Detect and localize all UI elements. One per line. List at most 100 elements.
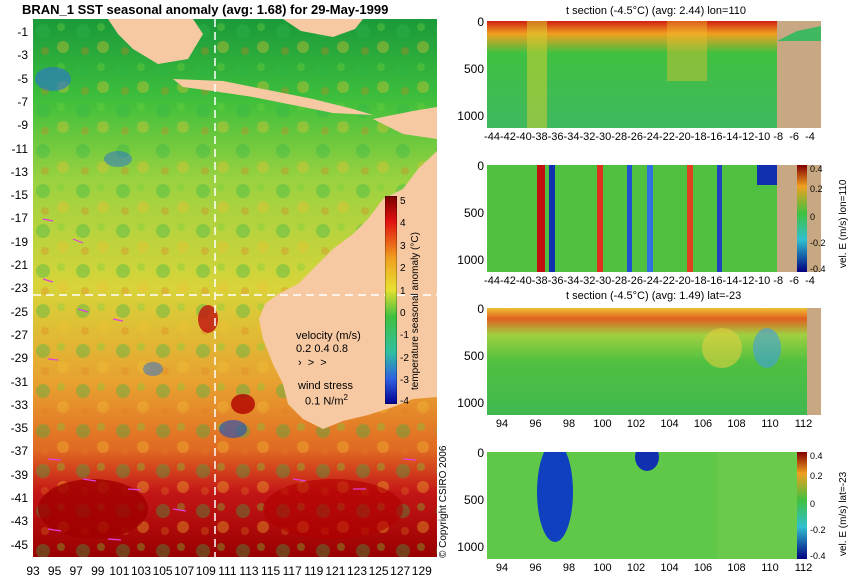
colorbar-tick: -4 <box>400 396 409 407</box>
lat-tick-label: -37 <box>10 444 28 459</box>
section-x-tick-label: -20 <box>674 275 691 287</box>
panel4-colorbar-label: vel. E (m/s) lat=-23 <box>838 471 849 556</box>
lat-tick-label: -7 <box>17 94 28 109</box>
section-x-tick-label: -4 <box>805 131 815 143</box>
colorbar-tick: -2 <box>400 353 409 364</box>
section-x-tick-label: -44 <box>484 275 500 287</box>
section-x-tick-label: -34 <box>563 275 580 287</box>
section-x-tick-label: -42 <box>499 275 516 287</box>
section-x-tick-label: -30 <box>595 275 612 287</box>
section-x-tick-label: 102 <box>626 418 646 430</box>
section-x-tick-label: -36 <box>547 275 564 287</box>
panel3-temp-section-lat-23 <box>487 308 821 415</box>
section-x-tick-label: -16 <box>706 275 723 287</box>
land-java <box>173 79 373 115</box>
section-x-tick-label: 94 <box>495 418 509 430</box>
warm-anomaly-patch <box>263 479 403 539</box>
colorbar-tick: 5 <box>400 196 406 207</box>
section-x-tick-label: -6 <box>789 275 799 287</box>
lon-tick-label: 107 <box>174 564 195 578</box>
lat-tick-label: -19 <box>10 234 28 249</box>
section-x-tick-label: 96 <box>529 418 542 430</box>
lat-tick-label: -35 <box>10 421 28 436</box>
land-borneo <box>283 19 363 37</box>
lon-tick-label: 105 <box>152 564 173 578</box>
colorbar-tick: -0.2 <box>810 525 826 535</box>
section-x-tick-label: -44 <box>484 131 500 143</box>
section-x-tick-label: -24 <box>643 275 659 287</box>
lat-tick-label: -29 <box>10 351 28 366</box>
section-x-tick-label: 98 <box>562 418 576 430</box>
lat-tick-label: -39 <box>10 467 28 482</box>
lat-tick-label: -31 <box>10 374 28 389</box>
lat-tick-label: -5 <box>17 71 28 86</box>
section-x-tick-label: 110 <box>761 418 779 430</box>
lat-tick-label: -45 <box>10 537 28 552</box>
warm-anomaly-patch <box>231 394 255 414</box>
depth-tick-label: 0 <box>477 159 484 173</box>
section-x-tick-label: -30 <box>595 131 612 143</box>
section-x-tick-label: -18 <box>690 275 707 287</box>
warm-anomaly-patch <box>198 305 218 333</box>
section-x-tick-label: -10 <box>754 275 771 287</box>
lat-tick-label: -15 <box>10 188 28 203</box>
lat-tick-label: -25 <box>10 304 28 319</box>
depth-tick-label: 0 <box>477 302 484 316</box>
lon-tick-label: 121 <box>325 564 346 578</box>
colorbar-tick: 0 <box>400 308 406 319</box>
velocity-legend-title: velocity (m/s) <box>296 330 361 342</box>
section-x-tick-label: 106 <box>693 562 713 574</box>
map-colorbar-ticks: 5 4 3 2 1 0 -1 -2 -3 -4 <box>400 196 420 407</box>
panel3-title: t section (-4.5°C) (avg: 1.49) lat=-23 <box>566 290 742 302</box>
colorbar-tick: 0.2 <box>810 184 823 194</box>
lat-tick-label: -33 <box>10 397 28 412</box>
lon-tick-label: 115 <box>261 564 281 578</box>
panel1-title: t section (-4.5°C) (avg: 2.44) lon=110 <box>566 5 746 17</box>
colorbar-tick: 1 <box>400 286 406 297</box>
section-x-tick-label: -40 <box>515 131 532 143</box>
depth-tick-label: 1000 <box>457 540 484 554</box>
map-lat-axis: -1 -3 -5 -7 -9 -11 -13 -15 -17 -19 -21 -23 -25 -27 -29… <box>0 19 30 557</box>
lon-tick-label: 99 <box>91 564 105 578</box>
lon-tick-label: 125 <box>368 564 389 578</box>
velocity-legend-arrows: › > > <box>298 357 327 369</box>
colorbar-tick: 0 <box>810 212 816 222</box>
map-lon-axis: 93 95 97 99 101 103 105 107 109 111 113 115 117 119 12… <box>26 564 437 579</box>
lat-tick-label: -27 <box>10 327 28 342</box>
depth-tick-label: 500 <box>463 493 484 507</box>
section-x-tick-label: 100 <box>593 562 612 574</box>
lat-tick-label: -17 <box>10 211 28 226</box>
lon-tick-label: 95 <box>47 564 62 578</box>
panel4-colorbar <box>797 452 807 559</box>
lon-tick-label: 103 <box>130 564 152 578</box>
lon-tick-label: 119 <box>304 564 324 578</box>
colorbar-tick: 0 <box>810 499 816 509</box>
depth-tick-label: 500 <box>463 349 484 363</box>
section-x-tick-label: -12 <box>738 275 755 287</box>
lat-tick-label: -13 <box>10 164 28 179</box>
section-x-tick-label: -18 <box>690 131 707 143</box>
depth-tick-label: 1000 <box>457 253 484 267</box>
section-x-tick-label: -32 <box>579 275 596 287</box>
depth-tick-label: 0 <box>477 15 484 29</box>
wind-legend-value: 0.1 N/m2 <box>305 393 348 408</box>
lat-tick-label: -1 <box>17 25 28 39</box>
panel2-colorbar-label: vel. E (m/s) lon=110 <box>838 179 849 268</box>
section-x-tick-label: 98 <box>562 562 576 574</box>
colorbar-tick: -0.4 <box>810 551 826 561</box>
section-x-tick-label: -24 <box>643 131 659 143</box>
depth-tick-label: 1000 <box>457 109 484 123</box>
section-x-tick-label: -28 <box>611 131 628 143</box>
section-x-tick-label: 96 <box>529 562 542 574</box>
colorbar-tick: -3 <box>400 375 409 386</box>
section-x-tick-label: -38 <box>531 131 548 143</box>
section-x-tick-label: 94 <box>495 562 509 574</box>
section-x-tick-label: -10 <box>754 131 771 143</box>
section-x-tick-label: -6 <box>789 131 799 143</box>
lat-tick-label: -3 <box>17 48 28 63</box>
lon-tick-label: 113 <box>239 564 259 578</box>
section-x-tick-label: 104 <box>660 418 679 430</box>
lon-tick-label: 117 <box>282 564 302 578</box>
cool-anomaly-patch <box>143 362 163 376</box>
colorbar-tick: 0.4 <box>810 164 823 174</box>
